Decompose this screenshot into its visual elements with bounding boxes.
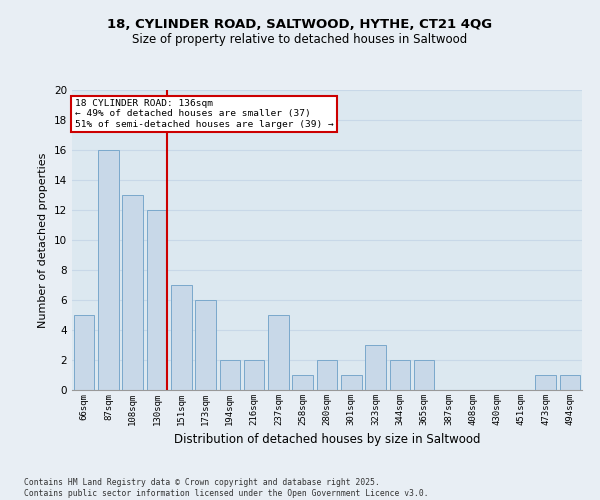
Bar [341,375,362,390]
Bar [171,285,191,390]
Bar [292,375,313,390]
Y-axis label: Number of detached properties: Number of detached properties [38,152,49,328]
Bar [122,195,143,390]
Bar [195,300,216,390]
Bar [317,360,337,390]
Bar [365,345,386,390]
Bar [220,360,240,390]
Text: Contains HM Land Registry data © Crown copyright and database right 2025.
Contai: Contains HM Land Registry data © Crown c… [24,478,428,498]
Bar [268,315,289,390]
Bar [146,210,167,390]
Bar [98,150,119,390]
Text: Size of property relative to detached houses in Saltwood: Size of property relative to detached ho… [133,32,467,46]
Bar [389,360,410,390]
Bar [414,360,434,390]
Bar [244,360,265,390]
Bar [560,375,580,390]
Bar [535,375,556,390]
Bar [74,315,94,390]
X-axis label: Distribution of detached houses by size in Saltwood: Distribution of detached houses by size … [174,434,480,446]
Text: 18, CYLINDER ROAD, SALTWOOD, HYTHE, CT21 4QG: 18, CYLINDER ROAD, SALTWOOD, HYTHE, CT21… [107,18,493,30]
Text: 18 CYLINDER ROAD: 136sqm
← 49% of detached houses are smaller (37)
51% of semi-d: 18 CYLINDER ROAD: 136sqm ← 49% of detach… [74,99,334,129]
